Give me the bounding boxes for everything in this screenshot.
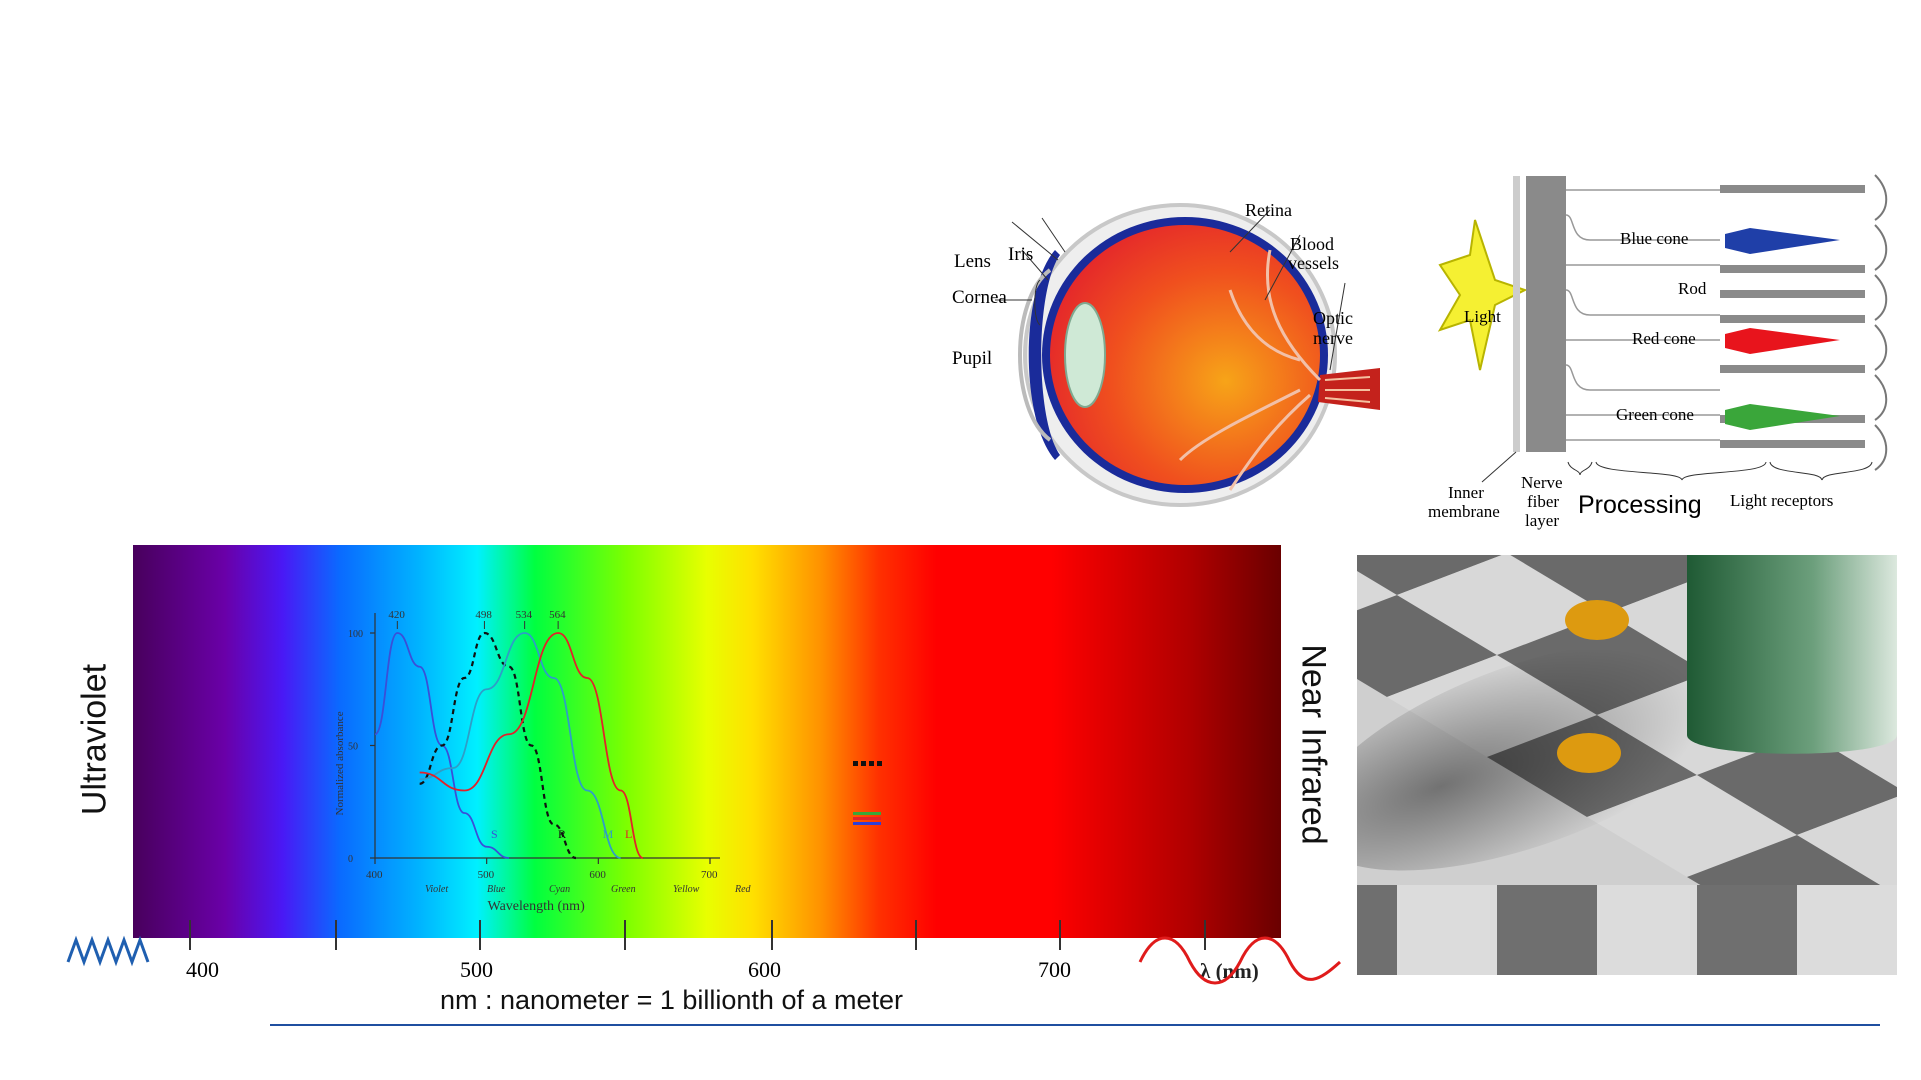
color-band-label: Red — [734, 884, 752, 895]
peak-label: 534 — [516, 609, 533, 621]
receptor-tips — [1874, 174, 1888, 471]
lens-label: Lens — [954, 251, 991, 272]
series-line-M — [419, 632, 621, 859]
cone-sensitivity-chart: 400 500 600 700 0 50 100 Violet Blue Cyan Green Yel… — [334, 609, 752, 913]
series-line-R — [419, 631, 577, 860]
green-cone — [1725, 404, 1840, 430]
legend-green-marker — [853, 812, 881, 815]
nanometer-footnote: nm : nanometer = 1 billionth of a meter — [440, 985, 903, 1015]
tick-label-600: 600 — [748, 957, 781, 982]
color-band-label: Cyan — [549, 884, 570, 895]
eye-anatomy-diagram: Lens Iris Cornea Pupil Retina Blood vess… — [952, 200, 1380, 507]
pupil-label: Pupil — [952, 348, 992, 369]
color-band-label: Yellow — [673, 884, 700, 895]
light-burst — [1437, 219, 1528, 371]
blood-vessels — [1178, 249, 1322, 491]
chart-series — [374, 631, 644, 860]
color-band-label: Green — [611, 884, 636, 895]
board-square — [1357, 571, 1397, 611]
light-receptors-label: Light receptors — [1730, 491, 1833, 510]
top-orange-dot — [1565, 600, 1629, 640]
svg-text:nerve: nerve — [1313, 328, 1353, 348]
board-square — [1397, 555, 1607, 655]
spectrum-axis: 400 500 600 700 λ (nm) nm : nanometer = … — [66, 920, 1342, 1015]
series-label-R: R — [558, 827, 566, 841]
svg-text:fiber: fiber — [1527, 492, 1559, 511]
color-band-label: Violet — [425, 884, 448, 895]
legend-blue-marker — [853, 822, 881, 825]
peak-label: 498 — [475, 609, 492, 621]
checker-shadow-illusion — [1357, 555, 1897, 975]
series-label-M: M — [603, 827, 614, 841]
red-cone — [1725, 328, 1840, 354]
y-tick-label: 0 — [348, 854, 353, 865]
legend-dotted-marker — [853, 761, 883, 766]
tick-label-400: 400 — [186, 957, 219, 982]
chart-xlabel: Wavelength (nm) — [488, 899, 586, 913]
retina-label: Retina — [1245, 200, 1292, 220]
inner-membrane — [1513, 176, 1520, 452]
processing-label: Processing — [1578, 491, 1702, 519]
board-square — [1510, 555, 1717, 613]
series-line-L — [419, 632, 644, 859]
board-square — [1797, 796, 1897, 895]
inner-membrane-label: Inner — [1448, 483, 1484, 502]
chart-ylabel: Normalized absorbance — [334, 711, 346, 815]
x-tick-label: 600 — [589, 869, 606, 881]
optic-nerve-label: Optic — [1313, 308, 1353, 328]
bottom-orange-dot — [1557, 733, 1621, 773]
color-band-label: Blue — [487, 884, 506, 895]
blood-vessels-label: Blood — [1290, 234, 1334, 254]
light-label: Light — [1464, 307, 1501, 326]
blue-cone-label: Blue cone — [1620, 229, 1688, 248]
chart-labels: 400 500 600 700 0 50 100 Violet Blue Cyan Green Yel… — [334, 609, 752, 913]
eyeball — [1050, 225, 1320, 485]
x-tick-label: 700 — [701, 869, 718, 881]
short-wave-icon — [66, 935, 150, 967]
legend-red-marker — [853, 817, 881, 820]
peak-label: 420 — [388, 609, 405, 621]
lens — [1064, 302, 1106, 408]
nerve-fiber-label: Nerve — [1521, 473, 1563, 492]
spectrum-ticks — [189, 920, 1206, 950]
board-square — [1697, 733, 1897, 835]
svg-text:layer: layer — [1525, 511, 1559, 530]
iris-label: Iris — [1008, 244, 1033, 265]
visible-spectrum-band — [133, 545, 1281, 938]
series-label-L: L — [625, 827, 632, 841]
y-tick-label: 100 — [348, 629, 363, 640]
y-tick-label: 50 — [348, 742, 358, 753]
peak-label: 564 — [549, 609, 566, 621]
tick-label-500: 500 — [460, 957, 493, 982]
green-cylinder — [1687, 555, 1897, 754]
x-tick-label: 400 — [366, 869, 383, 881]
chart-axes — [370, 613, 720, 864]
svg-text:vessels: vessels — [1288, 253, 1339, 273]
x-tick-label: 500 — [478, 869, 495, 881]
ultraviolet-label: Ultraviolet — [75, 663, 114, 816]
nerve-fiber-layer — [1526, 176, 1566, 452]
footer-divider — [270, 1024, 1880, 1026]
long-wave-icon — [1138, 936, 1342, 985]
rod-label: Rod — [1678, 279, 1707, 298]
blue-cone — [1725, 228, 1840, 254]
series-line-S — [374, 632, 510, 859]
svg-text:membrane: membrane — [1428, 502, 1500, 521]
red-cone-label: Red cone — [1632, 329, 1696, 348]
series-label-S: S — [491, 827, 498, 841]
retina-layers-diagram: Light Blue cone Rod Red cone Green cone … — [1428, 174, 1888, 530]
board-square — [1357, 555, 1502, 595]
iris — [1028, 250, 1060, 460]
green-cone-label: Green cone — [1616, 405, 1694, 424]
tick-label-700: 700 — [1038, 957, 1071, 982]
wavelength-unit-label: λ (nm) — [1200, 959, 1259, 983]
neuron-lines — [1565, 189, 1720, 441]
near-infrared-label: Near Infrared — [1294, 644, 1333, 845]
cornea-label: Cornea — [952, 287, 1007, 308]
board-square — [1357, 595, 1497, 697]
